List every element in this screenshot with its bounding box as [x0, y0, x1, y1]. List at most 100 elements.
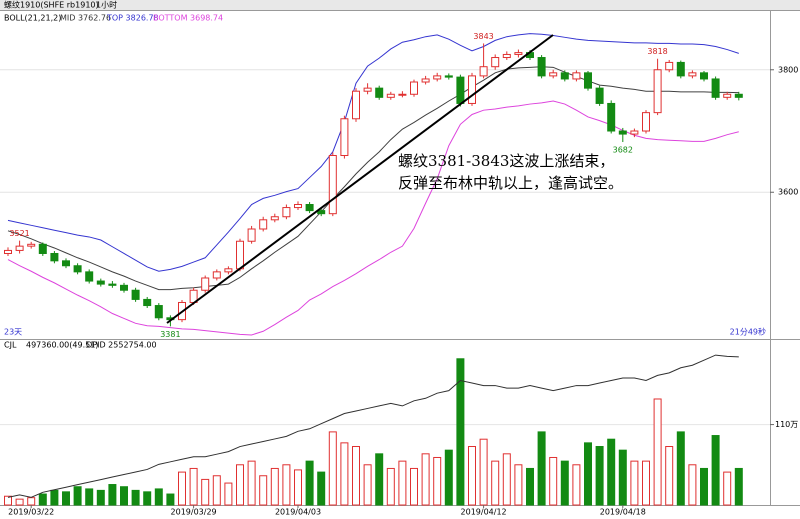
peak-label: 3843	[473, 32, 493, 41]
header: 螺纹1910(SHFE rb1910)	[4, 0, 99, 10]
candle-body	[410, 81, 418, 95]
boll-bottom	[7, 100, 739, 336]
candle-body	[224, 268, 233, 273]
volume-bar	[189, 467, 198, 506]
volume-label: 497360.00(49.51)	[26, 341, 98, 350]
volume-bar	[328, 431, 337, 506]
candle-body	[27, 243, 36, 247]
candle-body	[734, 93, 743, 98]
volume-bar	[38, 493, 47, 506]
volume-bar	[595, 446, 604, 506]
volume-bar	[618, 449, 627, 506]
volume-bar	[711, 435, 720, 506]
volume-bar	[468, 446, 476, 506]
peak-label: 3521	[9, 229, 29, 238]
candle-body	[386, 93, 395, 98]
x-tick-label: 2019/04/03	[275, 508, 321, 517]
candle-body	[120, 284, 128, 291]
volume-bar	[630, 460, 639, 506]
candle-body	[456, 76, 465, 104]
indicator-label: BOTTOM 3698.74	[153, 14, 223, 23]
volume-bar	[259, 475, 268, 506]
volume-bar	[363, 464, 372, 506]
candle-body	[618, 130, 627, 135]
candle-body	[607, 102, 616, 132]
candle-body	[711, 78, 720, 98]
candle-body	[642, 112, 650, 132]
candle-body	[305, 203, 314, 212]
candle-body	[85, 271, 94, 282]
candle-body	[560, 72, 569, 80]
candle-body	[96, 280, 105, 285]
candle-body	[549, 72, 558, 77]
volume-bar	[491, 460, 500, 506]
y-tick-label: 3800	[778, 65, 798, 74]
candle-body	[676, 61, 685, 77]
candle-body	[630, 130, 639, 135]
volume-bar	[236, 464, 244, 506]
volume-bar	[352, 446, 360, 506]
boll-mid	[7, 66, 739, 291]
header-bar	[0, 0, 800, 10]
candle-body	[491, 57, 500, 68]
indicator-label: MID 3762.76	[60, 14, 111, 23]
volume-bar	[270, 467, 279, 506]
volume-bar	[375, 453, 384, 506]
volume-bar	[27, 497, 36, 506]
y-tick-label: 3600	[778, 188, 798, 197]
candle-body	[270, 216, 279, 221]
volume-bar	[572, 464, 581, 506]
volume-bar	[317, 471, 326, 506]
candle-body	[282, 207, 291, 218]
volume-bar	[734, 467, 743, 506]
volume-bar	[201, 478, 210, 506]
candle-body	[421, 78, 430, 83]
volume-bar	[305, 460, 314, 506]
peak-label: 3818	[647, 47, 667, 56]
candle-body	[502, 53, 511, 59]
volume-bar	[502, 453, 511, 506]
volume-bar	[120, 486, 128, 506]
volume-bar	[108, 484, 117, 506]
candle-body	[38, 243, 47, 254]
x-tick-label: 2019/03/29	[171, 508, 217, 517]
annotation: 反弹至布林中轨以上，逢高试空。	[398, 174, 623, 192]
volume-bar	[282, 464, 291, 506]
candle-body	[595, 87, 604, 104]
corner-label: 21分49秒	[730, 327, 766, 337]
candle-body	[398, 93, 407, 96]
volume-bar	[676, 431, 685, 506]
x-tick-label: 2019/04/18	[600, 508, 646, 517]
candle-body	[108, 283, 117, 286]
candle-body	[201, 277, 210, 291]
volume-bar	[154, 488, 163, 506]
volume-bar	[421, 453, 430, 506]
volume-bar	[700, 467, 708, 506]
volume-bar	[247, 460, 256, 506]
volume-bar	[526, 467, 534, 506]
candle-body	[294, 203, 302, 209]
volume-bar	[15, 498, 24, 506]
volume-bar	[444, 449, 453, 506]
candle-body	[4, 249, 12, 254]
candle-body	[317, 210, 326, 215]
volume-bar	[642, 460, 650, 506]
indicator-label: BOLL(21,21,2)	[4, 14, 61, 23]
candle-body	[50, 252, 59, 262]
annotation: 螺纹3381-3843这波上涨结束，	[398, 152, 614, 170]
volume-bar	[607, 438, 616, 506]
volume-bar	[85, 488, 94, 506]
candle-body	[15, 245, 24, 251]
volume-bar	[653, 398, 662, 506]
candle-body	[73, 265, 82, 273]
candle-body	[653, 69, 662, 114]
x-tick-label: 2019/03/22	[8, 508, 54, 517]
trough-label: 3381	[160, 330, 180, 339]
volume-bar	[665, 446, 674, 506]
volume-bar	[166, 493, 175, 506]
candle-body	[688, 72, 697, 77]
x-tick-label: 2019/04/12	[461, 508, 507, 517]
candle-body	[514, 52, 523, 55]
volume-bar	[96, 489, 105, 506]
